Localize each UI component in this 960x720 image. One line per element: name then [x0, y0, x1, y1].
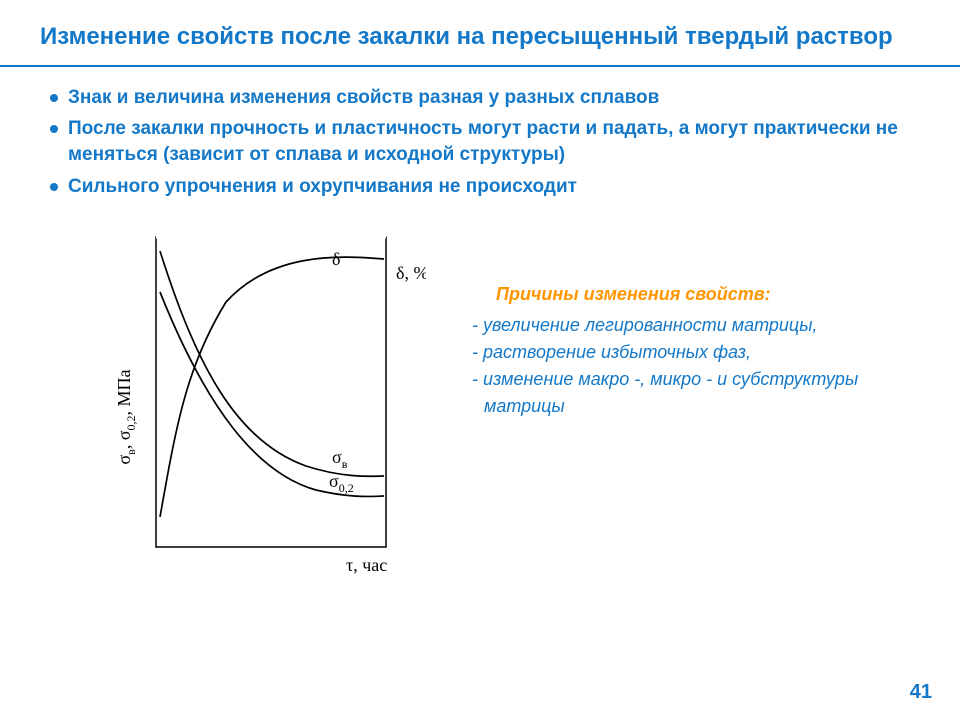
reasons-heading: Причины изменения свойств: [462, 281, 890, 308]
bullet-item: Сильного упрочнения и охрупчивания не пр… [46, 174, 920, 200]
curve-sigma-v [160, 251, 384, 476]
y-axis-label: σв, σ0,2, МПа [114, 370, 138, 465]
bullet-list: Знак и величина изменения свойств разная… [46, 85, 920, 200]
curve-sigma-02 [160, 292, 384, 496]
chart-svg: σв, σ0,2, МПа δ, % τ, час δ σв σ0,2 [86, 217, 426, 587]
bullet-item: После закалки прочность и пластичность м… [46, 116, 920, 167]
curve-delta [160, 257, 384, 517]
right-axis-label: δ, % [396, 263, 426, 283]
plot-frame [156, 237, 386, 547]
reasons-item: - изменение макро -, микро - и субструкт… [474, 366, 890, 420]
slide-title: Изменение свойств после закалки на перес… [0, 0, 960, 65]
reasons-item: - увеличение легированности матрицы, [474, 312, 890, 339]
curve-label-sigma-v: σв [332, 447, 348, 471]
reasons-block: Причины изменения свойств: - увеличение … [426, 217, 920, 420]
bullet-item: Знак и величина изменения свойств разная… [46, 85, 920, 111]
curve-label-delta: δ [332, 249, 340, 269]
axes [156, 237, 386, 547]
x-axis-label: τ, час [346, 555, 387, 575]
page-number: 41 [910, 681, 932, 704]
properties-chart: σв, σ0,2, МПа δ, % τ, час δ σв σ0,2 [86, 217, 426, 587]
reasons-item: - растворение избыточных фаз, [474, 339, 890, 366]
title-rule [0, 65, 960, 67]
